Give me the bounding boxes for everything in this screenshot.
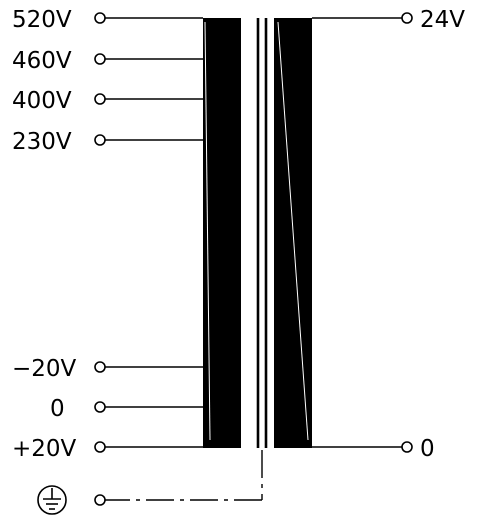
secondary-tap-0: 0 [312, 436, 435, 462]
primary-tap-minus-20v: −20V [12, 356, 203, 382]
secondary-winding [274, 18, 312, 448]
tap-label: 400V [12, 88, 72, 114]
terminal-icon [94, 53, 106, 65]
terminal-icon [94, 494, 106, 506]
terminal-icon [94, 361, 106, 373]
shield-ground-connection [37, 450, 263, 515]
tap-label: −20V [12, 356, 77, 382]
secondary-tap-24v: 24V [312, 7, 465, 33]
terminal-icon [94, 401, 106, 413]
tap-label: +20V [12, 436, 77, 462]
primary-tap-460v: 460V [12, 48, 203, 74]
primary-tap-0: 0 [50, 396, 203, 422]
tap-label: 460V [12, 48, 72, 74]
terminal-icon [94, 12, 106, 24]
primary-tap-520v: 520V [12, 7, 203, 33]
tap-label: 520V [12, 7, 72, 33]
primary-tap-230v: 230V [12, 129, 203, 155]
primary-tap-plus-20v: +20V [12, 436, 203, 462]
ground-icon [37, 485, 67, 515]
terminal-icon [94, 134, 106, 146]
terminal-icon [401, 12, 413, 24]
tap-label: 0 [420, 436, 435, 462]
tap-label: 24V [420, 7, 465, 33]
terminal-icon [94, 441, 106, 453]
primary-winding [203, 18, 241, 448]
tap-label: 0 [50, 396, 65, 422]
transformer-core [256, 18, 268, 448]
terminal-icon [94, 93, 106, 105]
terminal-icon [401, 441, 413, 453]
tap-label: 230V [12, 129, 72, 155]
primary-tap-400v: 400V [12, 88, 203, 114]
